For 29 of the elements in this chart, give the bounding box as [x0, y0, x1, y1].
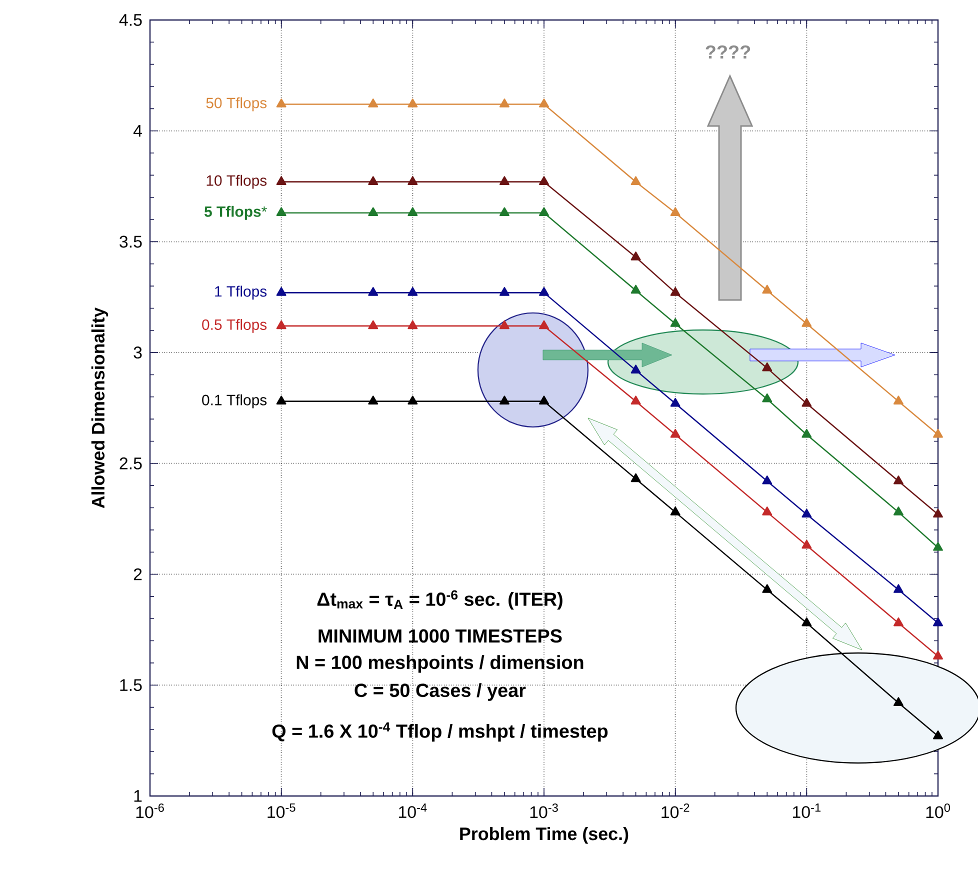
series-label: 0.1 Tflops	[202, 394, 267, 408]
y-tick-label: 2.5	[120, 457, 142, 470]
annotation: C = 50 Cases / year	[354, 683, 526, 701]
x-axis-title: Problem Time (sec.)	[460, 827, 628, 844]
series-label: 10 Tflops	[206, 174, 267, 189]
y-axis-title: Allowed Dimensionality	[91, 307, 108, 508]
annotation: ????	[706, 45, 750, 59]
y-tick-label: 4.5	[119, 14, 142, 26]
y-tick-label: 2	[134, 568, 142, 580]
y-tick-label: 1	[134, 790, 142, 802]
series-label: 1 Tflops	[215, 286, 267, 300]
annotation: MINIMUM 1000 TIMESTEPS	[318, 629, 562, 643]
x-tick-label: 10$^{-4}$	[399, 804, 427, 818]
y-tick-label: 3	[134, 346, 142, 359]
x-tick-label: 10$^{-1}$	[793, 804, 821, 818]
annotation: N = 100 meshpoints / dimension	[296, 655, 584, 673]
series-label: 50 Tflops	[206, 97, 267, 112]
x-tick-label: 10$^{-5}$	[268, 804, 296, 818]
x-tick-label: 10$^{-3}$	[530, 804, 558, 818]
y-tick-label: 1.5	[120, 679, 142, 692]
y-tick-label: 3.5	[120, 236, 142, 248]
x-tick-label: 10$^{-6}$	[136, 804, 164, 818]
x-tick-label: 10$^{0}$	[926, 804, 950, 818]
y-tick-label: 4	[133, 125, 142, 137]
annotation: Δt$_{max}$ = τ$_{A}$ = 10$^{-6}$ sec. (ITER)	[317, 590, 562, 610]
series-label: 0.5 Tflops	[202, 318, 267, 333]
x-tick-label: 10$^{-2}$	[662, 804, 690, 818]
series-label: 5 Tflops*	[204, 206, 267, 220]
annotation: Q = 1.6 X 10$^{-4}$ Tflop / mshpt / timestep	[272, 722, 608, 742]
